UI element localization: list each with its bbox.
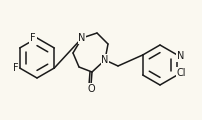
Text: Cl: Cl [176, 68, 185, 78]
Text: N: N [78, 33, 85, 43]
Text: O: O [87, 84, 94, 94]
Text: N: N [176, 51, 183, 61]
Text: F: F [30, 33, 36, 43]
Text: F: F [13, 63, 18, 73]
Text: N: N [101, 55, 108, 65]
